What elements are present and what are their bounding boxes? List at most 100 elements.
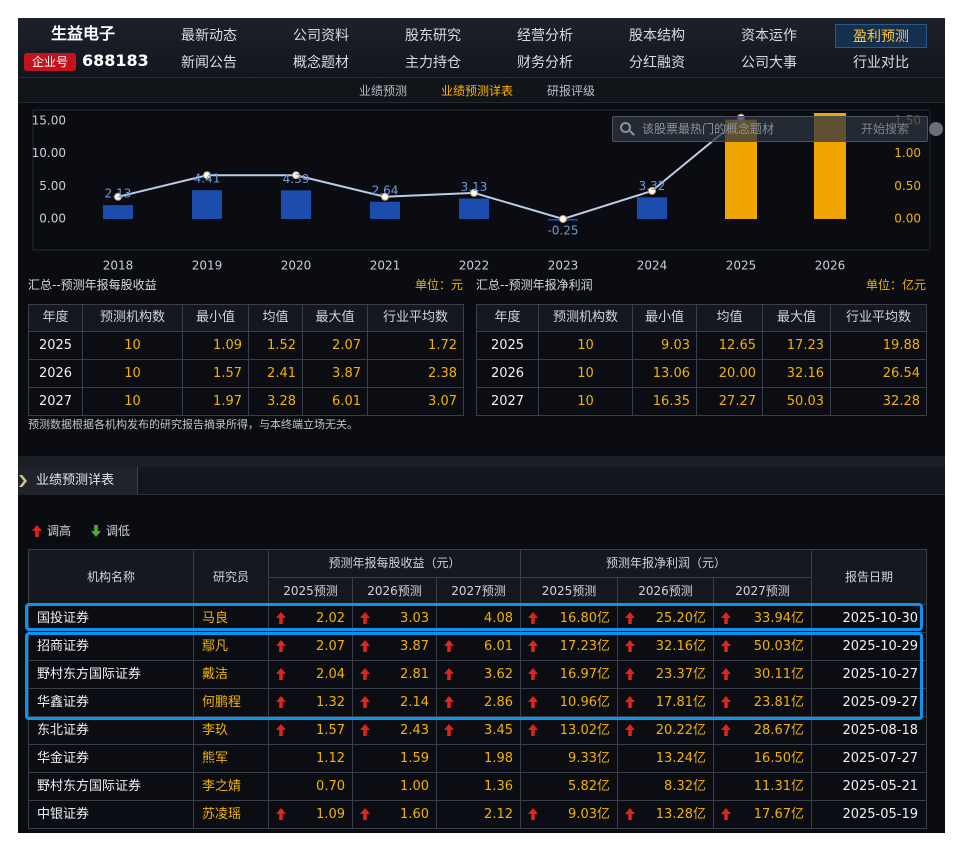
header-profit-year: 2026预测	[617, 577, 714, 605]
header-profit-year: 2025预测	[520, 577, 618, 605]
table-header-cell: 最小值	[632, 304, 697, 332]
nav-item[interactable]: 盈利预测	[835, 24, 927, 48]
search-button[interactable]: 开始搜索	[860, 122, 909, 136]
nav-item[interactable]: 资本运作	[741, 28, 797, 44]
nav-item[interactable]: 公司资料	[293, 28, 349, 44]
table-cell: 9.03	[632, 331, 697, 360]
value-cell: 9.03亿	[520, 800, 618, 829]
subnav-item[interactable]: 业绩预测	[358, 84, 407, 98]
stock-code: 688183	[82, 51, 149, 70]
nav-item[interactable]: 最新动态	[181, 28, 237, 44]
table-unit: 单位：亿元	[865, 278, 926, 292]
data-label: 4.39	[283, 172, 310, 186]
line	[117, 116, 742, 221]
section-tab[interactable]	[18, 467, 138, 495]
section-tab-label[interactable]: 业绩预测详表	[36, 473, 115, 488]
nav-item[interactable]: 财务分析	[517, 55, 573, 71]
value-cell: 13.28亿	[617, 800, 714, 829]
line-point	[114, 192, 122, 201]
table-cell: 10	[538, 331, 633, 360]
search-box[interactable]	[612, 116, 928, 142]
x-tick-label: 2018	[103, 259, 134, 273]
header-eps-year: 2026预测	[352, 577, 437, 605]
value-cell: 13.02亿	[520, 716, 618, 745]
raised-arrow	[721, 668, 731, 680]
raised-arrow	[444, 724, 454, 736]
x-tick-label: 2019	[192, 259, 223, 273]
table-cell: 3.28	[248, 387, 303, 416]
highlight-box	[25, 632, 923, 720]
raised-arrow	[721, 808, 731, 820]
table-cell: 2.41	[248, 359, 303, 388]
nav-item[interactable]: 公司大事	[741, 55, 797, 71]
table-cell: 1.09	[182, 331, 249, 360]
raised-arrow	[276, 612, 286, 624]
date-cell: 2025-10-27	[811, 660, 927, 689]
org-cell: 东北证券	[28, 716, 194, 745]
table-cell: 3.07	[367, 387, 464, 416]
nav-item[interactable]: 行业对比	[853, 55, 909, 71]
table-header-cell: 年度	[28, 304, 83, 332]
table-cell: 27.27	[696, 387, 763, 416]
header-eps-group: 预测年报每股收益（元）	[268, 549, 521, 578]
y-tick-label: 10.00	[32, 146, 66, 160]
table-cell: 2027	[28, 387, 83, 416]
raised-arrow	[625, 808, 635, 820]
raised-arrow	[528, 640, 538, 652]
table-header-cell: 预测机构数	[82, 304, 183, 332]
table-header-cell: 年度	[476, 304, 539, 332]
header-profit-group: 预测年报净利润（元）	[520, 549, 812, 578]
raised-arrow	[276, 696, 286, 708]
nav-item[interactable]: 股本结构	[629, 28, 685, 44]
data-label: 3.13	[461, 180, 488, 194]
disclaimer: 预测数据根据各机构发布的研究报告摘录所得，与本终端立场无关。	[28, 418, 358, 431]
legend-up: 调高	[47, 524, 72, 538]
raised-arrow	[625, 668, 635, 680]
x-tick-label: 2022	[459, 259, 490, 273]
raised-arrow	[625, 724, 635, 736]
raised-arrow	[528, 696, 538, 708]
analyst-cell: 熊军	[193, 744, 269, 773]
table-header-cell: 行业平均数	[367, 304, 464, 332]
value-cell: 1.00	[352, 772, 437, 801]
header-eps-year: 2025预测	[268, 577, 353, 605]
close-icon[interactable]	[929, 122, 943, 136]
table-cell: 1.57	[182, 359, 249, 388]
nav-item[interactable]: 新闻公告	[181, 55, 237, 71]
header-date: 报告日期	[811, 549, 927, 605]
value-cell: 8.32亿	[617, 772, 714, 801]
data-label: 4.41	[194, 172, 221, 186]
nav-item[interactable]: 分红融资	[629, 55, 685, 71]
line-point	[648, 186, 656, 195]
header-eps-year: 2027预测	[436, 577, 521, 605]
value-cell: 9.33亿	[520, 744, 618, 773]
raised-arrow	[276, 668, 286, 680]
value-cell: 1.59	[352, 744, 437, 773]
date-cell: 2025-05-21	[811, 772, 927, 801]
value-cell: 1.98	[436, 744, 521, 773]
raised-arrow	[625, 612, 635, 624]
subnav-item[interactable]: 研报评级	[546, 84, 595, 98]
y-tick-label: 0.00	[39, 212, 66, 226]
badge: 企业号	[24, 53, 76, 71]
analyst-cell: 戴洁	[193, 660, 269, 689]
nav-item[interactable]: 股东研究	[405, 28, 461, 44]
raised-arrow	[276, 724, 286, 736]
raised-arrow	[444, 668, 454, 680]
nav-item[interactable]: 概念题材	[293, 55, 349, 71]
bar	[370, 201, 400, 219]
table-title: 汇总--预测年报净利润	[476, 278, 593, 292]
date-cell: 2025-07-27	[811, 744, 927, 773]
line-point	[470, 188, 478, 197]
highlight-box	[25, 603, 923, 631]
bar	[192, 190, 222, 219]
value-cell: 2.12	[436, 800, 521, 829]
table-title: 汇总--预测年报每股收益	[28, 278, 157, 292]
subnav-item[interactable]: 业绩预测详表	[440, 84, 513, 98]
table-cell: 1.72	[367, 331, 464, 360]
search-icon	[620, 122, 631, 133]
nav-item[interactable]: 主力持仓	[405, 55, 461, 71]
nav-item[interactable]: 经营分析	[517, 28, 573, 44]
value-cell: 17.67亿	[713, 800, 812, 829]
table-header-cell: 最小值	[182, 304, 249, 332]
